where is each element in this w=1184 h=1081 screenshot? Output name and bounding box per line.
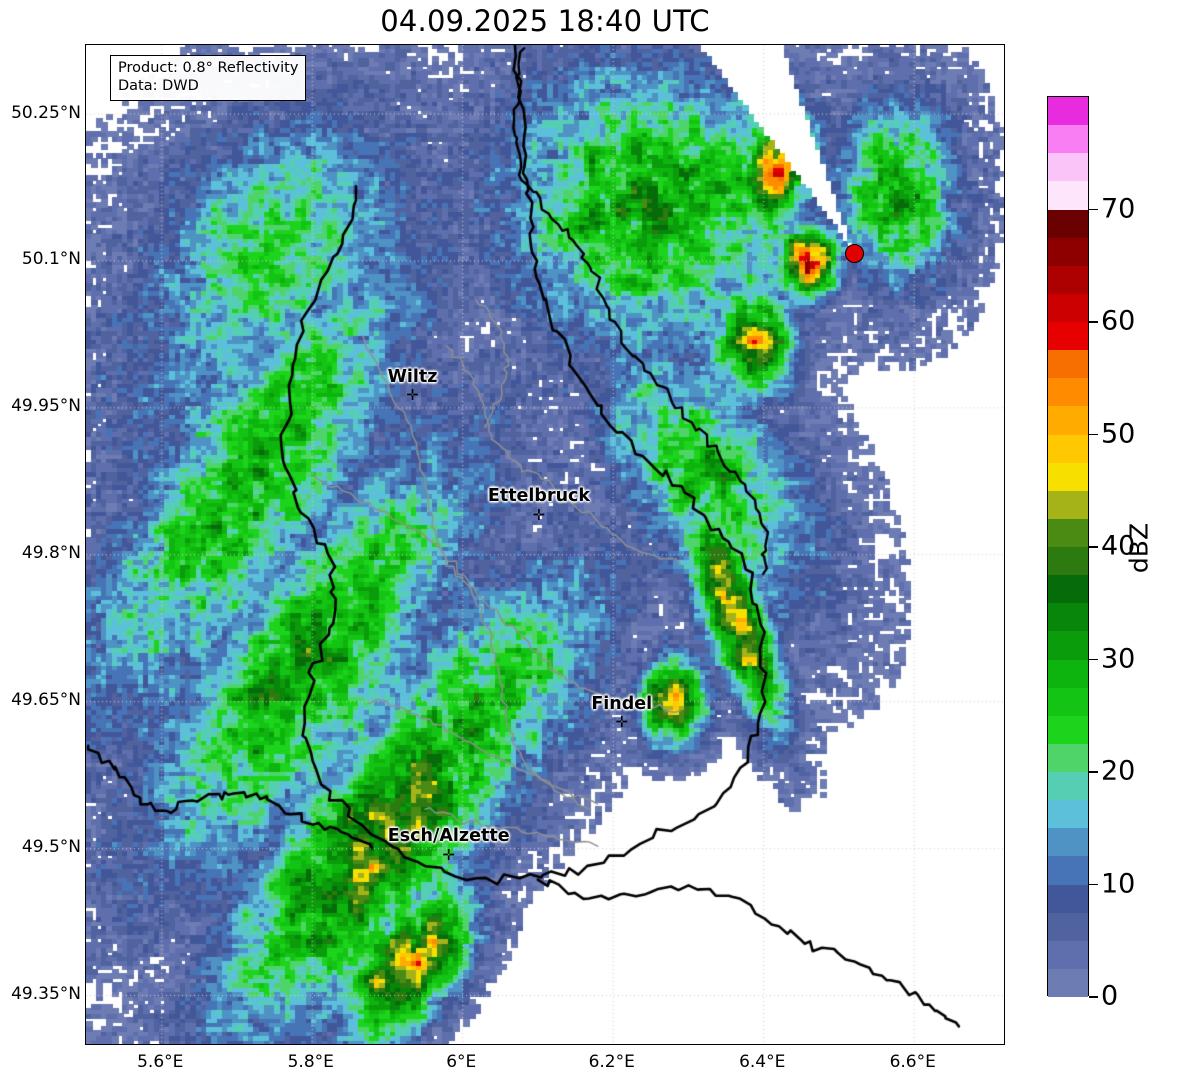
colorbar-band bbox=[1048, 181, 1088, 210]
longitude-tick-label: 5.6°E bbox=[137, 1052, 184, 1072]
latitude-tick-label: 49.8°N bbox=[21, 543, 81, 564]
colorbar-band bbox=[1048, 772, 1088, 801]
colorbar-tick-label: 70 bbox=[1101, 193, 1136, 224]
colorbar-band bbox=[1048, 631, 1088, 660]
colorbar-band bbox=[1048, 743, 1088, 772]
colorbar-tick bbox=[1089, 546, 1098, 548]
city-marker-icon: ✛ bbox=[406, 386, 419, 405]
city-label-findel: Findel ✛ bbox=[591, 693, 653, 732]
colorbar-band bbox=[1048, 293, 1088, 322]
colorbar-band bbox=[1048, 603, 1088, 632]
colorbar-tick bbox=[1089, 771, 1098, 773]
colorbar-band bbox=[1048, 715, 1088, 744]
longitude-tick-label: 6°E bbox=[446, 1052, 477, 1072]
colorbar-band bbox=[1048, 575, 1088, 604]
colorbar-tick-label: 10 bbox=[1101, 868, 1136, 899]
city-marker-icon: ✛ bbox=[442, 845, 455, 864]
longitude-tick-label: 6.6°E bbox=[889, 1052, 936, 1072]
colorbar-band bbox=[1048, 659, 1088, 688]
colorbar-band bbox=[1048, 800, 1088, 829]
colorbar-tick-label: 50 bbox=[1101, 418, 1136, 449]
colorbar-band bbox=[1048, 462, 1088, 491]
colorbar-band bbox=[1048, 940, 1088, 969]
latitude-tick-label: 50.25°N bbox=[11, 102, 81, 123]
colorbar-band bbox=[1048, 350, 1088, 379]
city-label-ettelbruck: Ettelbruck ✛ bbox=[488, 488, 590, 523]
colorbar-band bbox=[1048, 406, 1088, 435]
longitude-tick-label: 6.2°E bbox=[588, 1052, 635, 1072]
city-name: Findel bbox=[591, 693, 653, 714]
product-annotation-box: Product: 0.8° Reflectivity Data: DWD bbox=[110, 55, 307, 101]
colorbar-band bbox=[1048, 518, 1088, 547]
colorbar-tick bbox=[1089, 321, 1098, 323]
colorbar-tick-label: 40 bbox=[1101, 530, 1136, 562]
colorbar-band bbox=[1048, 125, 1088, 154]
colorbar-tick-label: 60 bbox=[1101, 305, 1136, 337]
colorbar-band bbox=[1048, 378, 1088, 407]
city-name: Ettelbruck bbox=[487, 486, 591, 507]
city-name: Esch/Alzette bbox=[387, 826, 510, 847]
radar-site-marker-icon bbox=[845, 244, 864, 264]
colorbar-band bbox=[1048, 912, 1088, 941]
colorbar-band bbox=[1048, 856, 1088, 885]
colorbar[interactable] bbox=[1047, 96, 1089, 997]
colorbar-band bbox=[1048, 968, 1088, 997]
latitude-tick-label: 49.65°N bbox=[11, 690, 81, 711]
city-label-wiltz: Wiltz ✛ bbox=[387, 366, 438, 405]
colorbar-tick bbox=[1089, 208, 1098, 211]
city-marker-icon: ✛ bbox=[532, 505, 546, 524]
colorbar-band bbox=[1048, 547, 1088, 576]
colorbar-band bbox=[1048, 265, 1088, 294]
city-label-esch-alzette: Esch/Alzette ✛ bbox=[388, 828, 510, 863]
colorbar-band bbox=[1048, 884, 1088, 913]
colorbar-band bbox=[1048, 434, 1088, 463]
colorbar-band bbox=[1048, 687, 1088, 716]
colorbar-tick-label: 0 bbox=[1101, 980, 1119, 1012]
map-overlay-layer bbox=[86, 45, 1004, 1044]
city-marker-icon: ✛ bbox=[615, 713, 629, 732]
page-title: 04.09.2025 18:40 UTC bbox=[380, 4, 710, 38]
colorbar-tick bbox=[1089, 658, 1098, 661]
colorbar-band bbox=[1048, 97, 1088, 126]
colorbar-title: dBZ bbox=[1124, 522, 1154, 574]
latitude-tick-label: 49.95°N bbox=[11, 396, 81, 417]
colorbar-band bbox=[1048, 490, 1088, 519]
latitude-tick-label: 49.35°N bbox=[11, 984, 81, 1005]
colorbar-band bbox=[1048, 828, 1088, 857]
map-plot-area[interactable]: Product: 0.8° Reflectivity Data: DWD Wil… bbox=[85, 44, 1005, 1045]
colorbar-band bbox=[1048, 153, 1088, 182]
longitude-tick-label: 5.8°E bbox=[287, 1052, 334, 1072]
annotation-data-line: Data: DWD bbox=[118, 78, 199, 95]
colorbar-tick-label: 20 bbox=[1101, 755, 1136, 787]
colorbar-tick bbox=[1089, 883, 1098, 886]
colorbar-band bbox=[1048, 209, 1088, 238]
latitude-tick-label: 50.1°N bbox=[21, 249, 81, 270]
longitude-tick-label: 6.4°E bbox=[739, 1052, 786, 1072]
latitude-tick-label: 49.5°N bbox=[21, 837, 81, 858]
annotation-product-line: Product: 0.8° Reflectivity bbox=[118, 60, 299, 76]
city-name: Wiltz bbox=[387, 366, 438, 387]
colorbar-tick-label: 30 bbox=[1101, 643, 1136, 674]
colorbar-tick bbox=[1089, 996, 1098, 998]
colorbar-tick bbox=[1089, 433, 1098, 436]
colorbar-band bbox=[1048, 237, 1088, 266]
colorbar-band bbox=[1048, 322, 1088, 351]
